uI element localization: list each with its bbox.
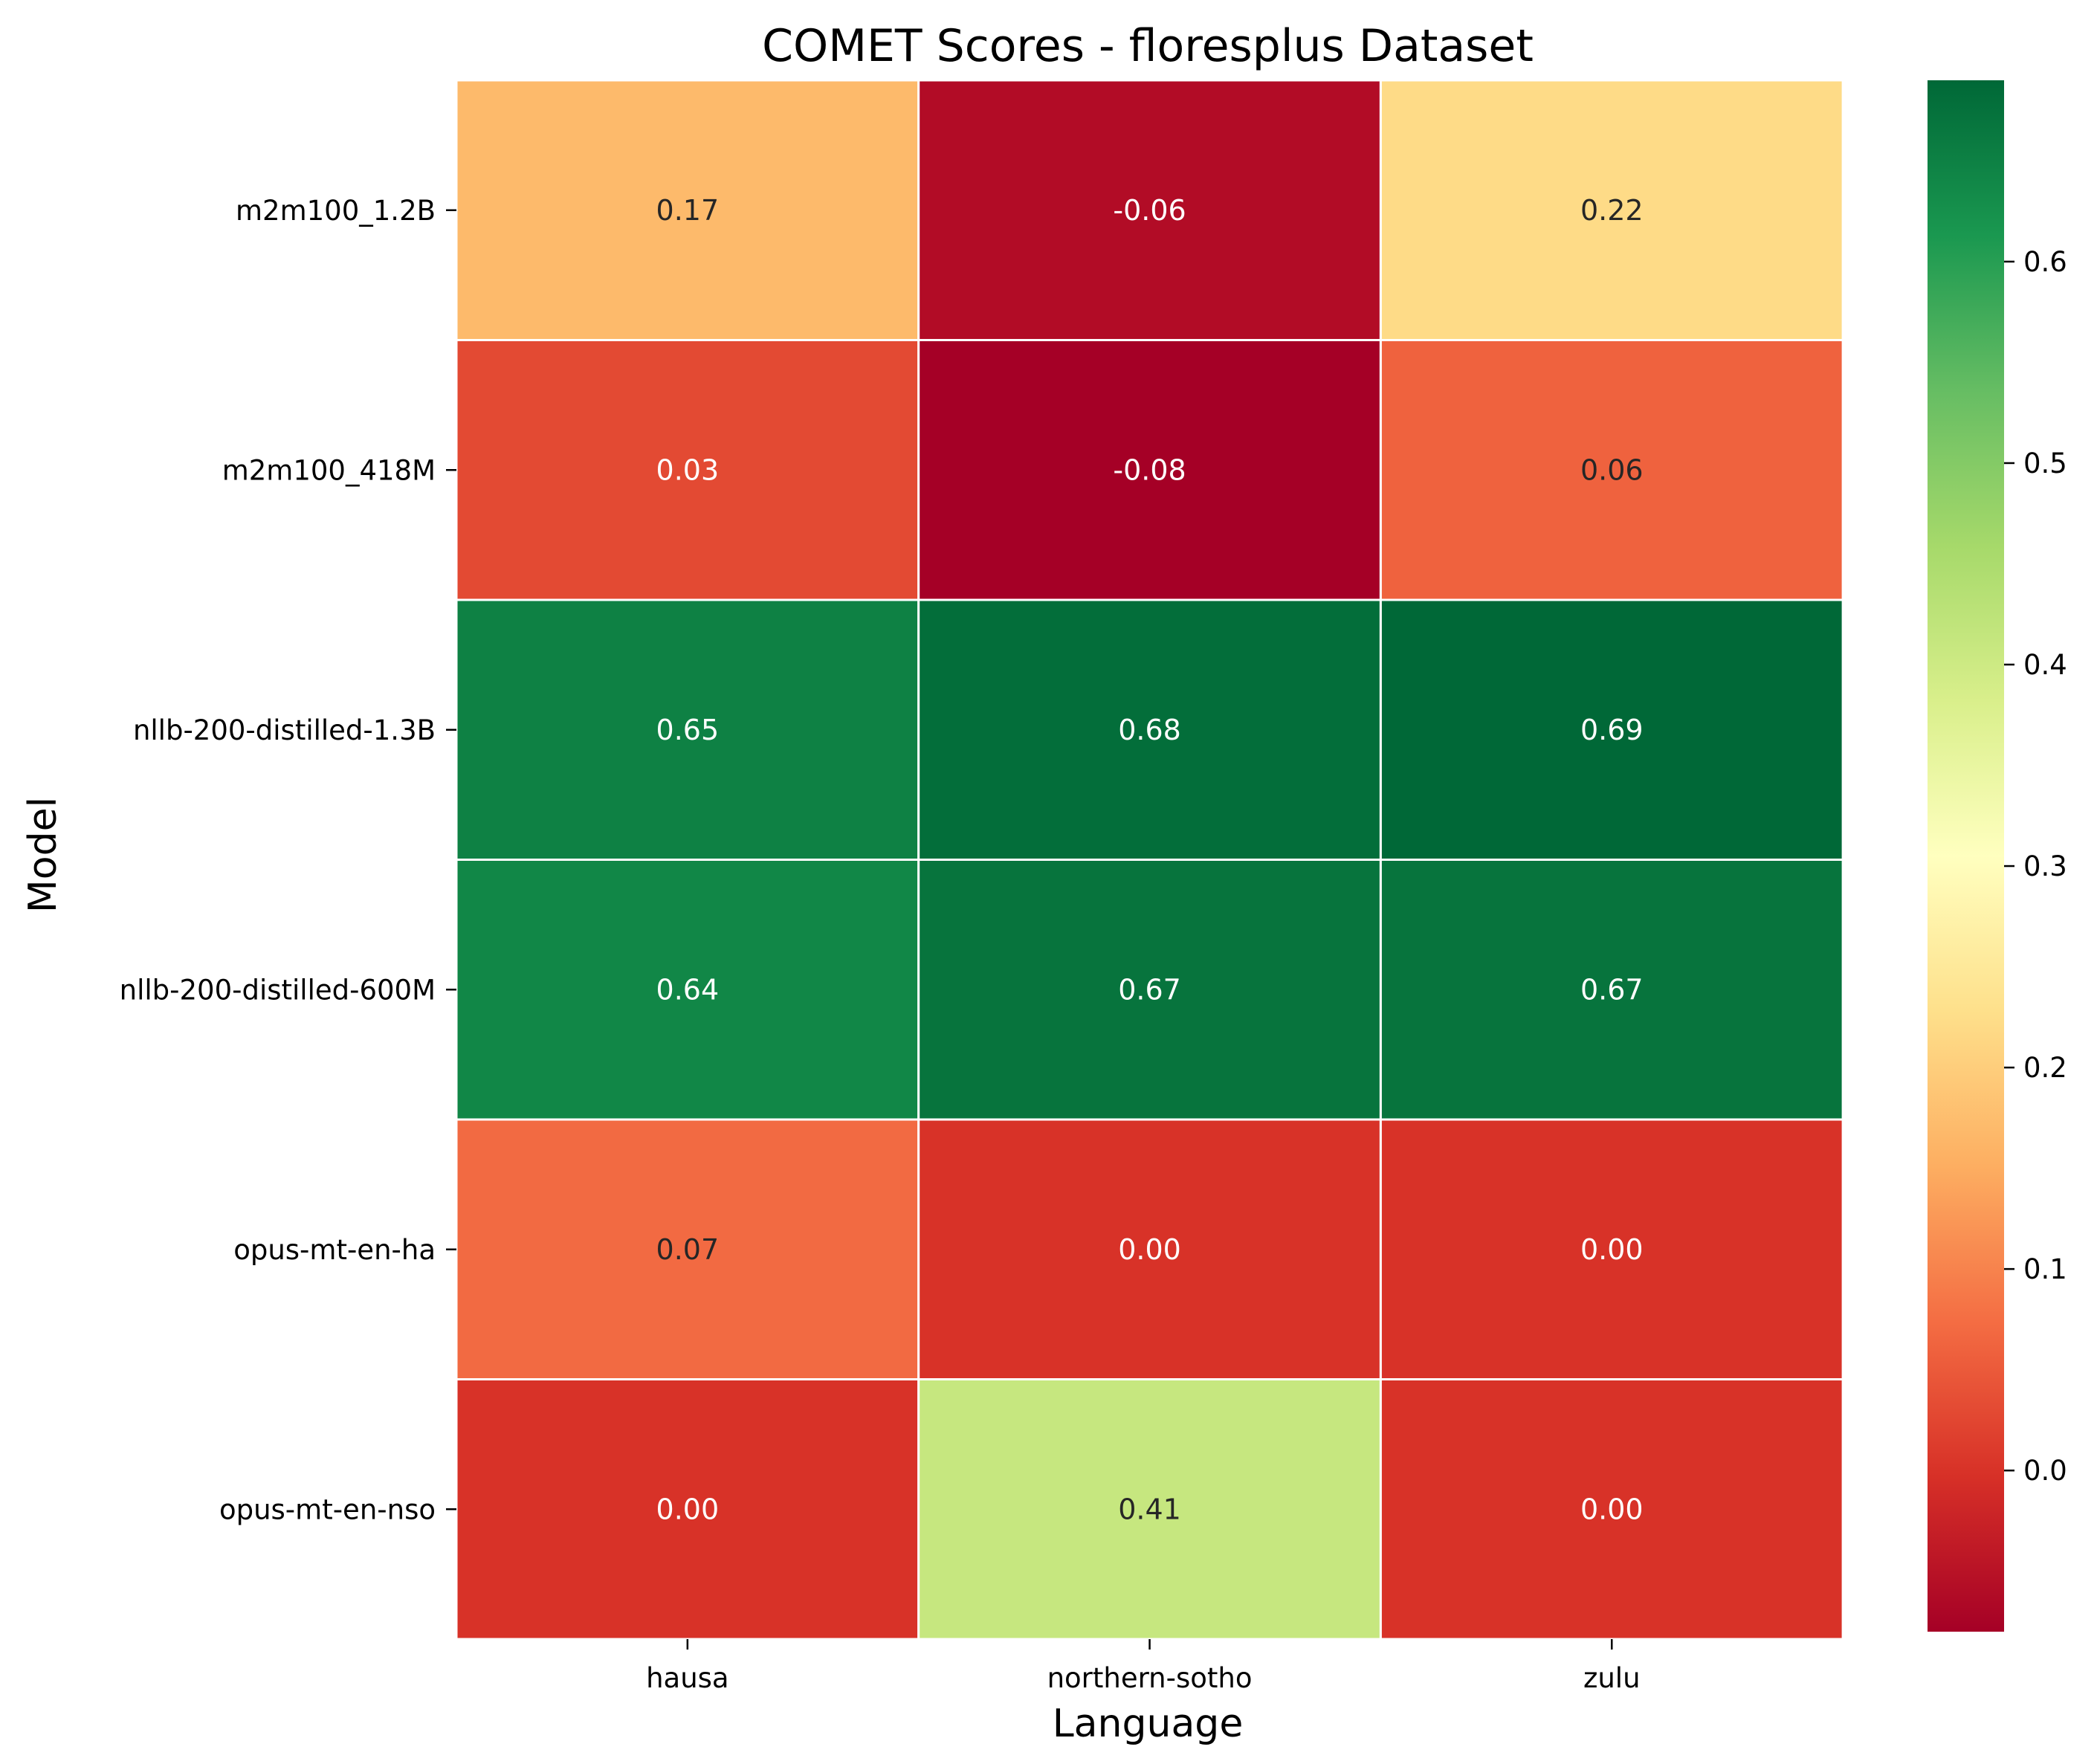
x-axis-ticks: hausa northern-sotho zulu xyxy=(646,1639,1641,1694)
heatmap-cell-nllb-200-distilled-1.3B-northern-sotho xyxy=(917,598,1382,861)
heatmap-cell-nllb-200-distilled-600M-zulu xyxy=(1379,859,1844,1121)
cell-value-label: 0.03 xyxy=(656,453,720,486)
cell-value-label: 0.64 xyxy=(656,973,720,1006)
heatmap-cell-m2m100_418M-zulu xyxy=(1379,339,1844,601)
colorbar-tick-label: 0.3 xyxy=(2023,850,2067,882)
cell-value-label: 0.17 xyxy=(656,194,720,227)
heatmap-cell-opus-mt-en-ha-zulu xyxy=(1379,1118,1844,1380)
y-tick-label: opus-mt-en-ha xyxy=(233,1234,436,1266)
colorbar-tick-label: 0.0 xyxy=(2023,1455,2067,1487)
cell-value-label: 0.00 xyxy=(1118,1233,1181,1266)
y-axis-label: Model xyxy=(21,797,65,913)
heatmap-cell-m2m100_418M-northern-sotho xyxy=(917,339,1382,601)
colorbar-gradient xyxy=(1928,80,2004,1632)
y-tick-label: m2m100_418M xyxy=(222,454,436,486)
cell-value-label: 0.68 xyxy=(1118,714,1181,746)
heatmap-cell-m2m100_1.2B-northern-sotho xyxy=(917,79,1382,341)
heatmap-cell-nllb-200-distilled-1.3B-hausa xyxy=(455,598,920,861)
colorbar-tick-label: 0.5 xyxy=(2023,448,2067,479)
heatmap-cell-opus-mt-en-ha-northern-sotho xyxy=(917,1118,1382,1380)
y-tick-label: nllb-200-distilled-600M xyxy=(120,974,436,1006)
chart-title: COMET Scores - floresplus Dataset xyxy=(762,20,1534,72)
cell-value-label: 0.41 xyxy=(1118,1493,1181,1525)
cell-value-label: 0.00 xyxy=(1580,1493,1644,1525)
colorbar: 0.0 0.1 0.2 0.3 0.4 0.5 0.6 xyxy=(1928,80,2067,1632)
cell-value-label: 0.06 xyxy=(1580,453,1644,486)
cell-value-label: 0.69 xyxy=(1580,714,1644,746)
cell-value-label: 0.67 xyxy=(1580,973,1644,1006)
cell-value-label: 0.00 xyxy=(656,1493,720,1525)
heatmap-cell-opus-mt-en-ha-hausa xyxy=(455,1118,920,1380)
cell-value-label: -0.08 xyxy=(1113,453,1186,486)
cell-value-label: 0.07 xyxy=(656,1233,720,1266)
heatmap-cell-m2m100_418M-hausa xyxy=(455,339,920,601)
y-tick-label: opus-mt-en-nso xyxy=(219,1493,436,1525)
colorbar-tick-label: 0.6 xyxy=(2023,246,2067,278)
cell-value-label: 0.00 xyxy=(1580,1233,1644,1266)
cell-value-label: -0.06 xyxy=(1113,194,1186,227)
cell-value-label: 0.65 xyxy=(656,714,720,746)
y-tick-label: nllb-200-distilled-1.3B xyxy=(133,714,436,746)
colorbar-tick-label: 0.2 xyxy=(2023,1052,2067,1084)
heatmap-cell-opus-mt-en-nso-northern-sotho xyxy=(917,1378,1382,1641)
cell-value-label: 0.67 xyxy=(1118,973,1181,1006)
heatmap-cell-nllb-200-distilled-600M-hausa xyxy=(455,859,920,1121)
y-tick-label: m2m100_1.2B xyxy=(236,195,436,227)
x-tick-label: northern-sotho xyxy=(1047,1662,1253,1694)
heatmap-cell-m2m100_1.2B-hausa xyxy=(455,79,920,341)
heatmap-cell-m2m100_1.2B-zulu xyxy=(1379,79,1844,341)
colorbar-tick-label: 0.1 xyxy=(2023,1253,2067,1285)
y-axis-ticks: m2m100_1.2B m2m100_418M nllb-200-distilled… xyxy=(120,195,456,1525)
x-axis-label: Language xyxy=(1053,1702,1244,1746)
heatmap-cells: 0.17 -0.06 0.22 0.03 -0.08 0.06 0.65 0.68 0.69 0.… xyxy=(455,79,1844,1641)
x-tick-label: hausa xyxy=(646,1662,729,1694)
cell-value-label: 0.22 xyxy=(1580,194,1644,227)
colorbar-tick-label: 0.4 xyxy=(2023,649,2067,681)
x-tick-label: zulu xyxy=(1583,1662,1641,1694)
heatmap-cell-opus-mt-en-nso-zulu xyxy=(1379,1378,1844,1641)
